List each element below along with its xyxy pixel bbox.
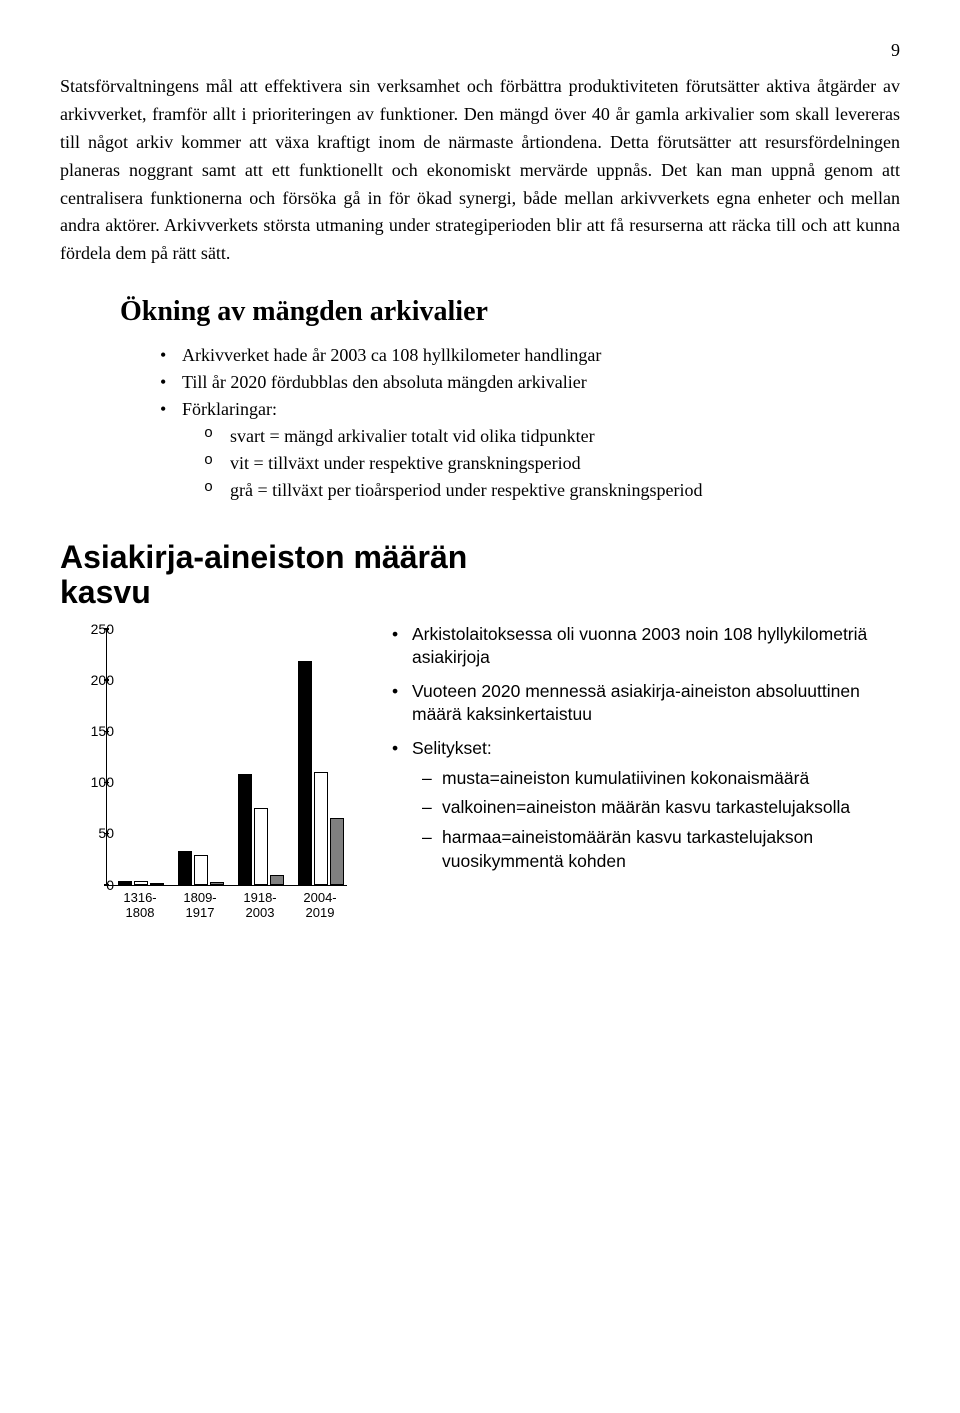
chart-title-line1: Asiakirja-aineiston määrän xyxy=(60,539,467,575)
bar xyxy=(330,818,344,885)
bar-group xyxy=(238,774,286,885)
list-item: svart = mängd arkivalier totalt vid olik… xyxy=(204,423,900,450)
body-paragraph: Statsförvaltningens mål att effektivera … xyxy=(60,73,900,268)
x-tick-label: 1809-1917 xyxy=(183,891,216,921)
plot-area xyxy=(106,629,347,886)
list-item: valkoinen=aineiston määrän kasvu tarkast… xyxy=(422,796,900,820)
bar xyxy=(118,881,132,885)
x-tick-label: 2004-2019 xyxy=(303,891,336,921)
y-tick-mark xyxy=(104,782,109,784)
bar xyxy=(134,881,148,885)
list-item: harmaa=aineistomäärän kasvu tarkasteluja… xyxy=(422,826,900,873)
bar xyxy=(238,774,252,885)
chart-title: Asiakirja-aineiston määrän kasvu xyxy=(60,540,660,610)
y-tick-mark xyxy=(104,884,109,886)
bar-group xyxy=(298,661,346,884)
x-tick-label: 1918-2003 xyxy=(243,891,276,921)
y-tick-mark xyxy=(104,679,109,681)
list-item: Förklaringar: svart = mängd arkivalier t… xyxy=(160,396,900,504)
list-item: Vuoteen 2020 mennessä asiakirja-aineisto… xyxy=(390,680,900,727)
list-item-label: Selitykset: xyxy=(412,738,492,758)
y-tick-mark xyxy=(104,731,109,733)
bar xyxy=(210,882,224,885)
side-sub-list: musta=aineiston kumulatiivinen kokonaism… xyxy=(422,767,900,874)
bar-group xyxy=(118,881,166,885)
page-number: 9 xyxy=(60,40,900,61)
list-item: vit = tillväxt under respektive granskni… xyxy=(204,450,900,477)
list-item: Arkivverket hade år 2003 ca 108 hyllkilo… xyxy=(160,342,900,369)
bar-group xyxy=(178,851,226,885)
list-item: Selitykset: musta=aineiston kumulatiivin… xyxy=(390,737,900,873)
list-item: Till år 2020 fördubblas den absoluta män… xyxy=(160,369,900,396)
bar xyxy=(254,808,268,885)
list-item: musta=aineiston kumulatiivinen kokonaism… xyxy=(422,767,900,791)
bar-chart: 050100150200250 1316-18081809-19171918-2… xyxy=(60,623,360,933)
list-item: Arkistolaitoksessa oli vuonna 2003 noin … xyxy=(390,623,900,670)
chart-container: Asiakirja-aineiston määrän kasvu 0501001… xyxy=(60,540,900,932)
bar xyxy=(270,875,284,884)
bar xyxy=(298,661,312,884)
sub-list: svart = mängd arkivalier totalt vid olik… xyxy=(204,423,900,504)
list-item: grå = tillväxt per tioårsperiod under re… xyxy=(204,477,900,504)
bar xyxy=(178,851,192,885)
y-tick-mark xyxy=(104,628,109,630)
bar xyxy=(194,855,208,885)
x-tick-label: 1316-1808 xyxy=(123,891,156,921)
side-list: Arkistolaitoksessa oli vuonna 2003 noin … xyxy=(390,623,900,874)
bullet-list: Arkivverket hade år 2003 ca 108 hyllkilo… xyxy=(160,342,900,504)
section-heading: Ökning av mängden arkivalier xyxy=(120,296,900,328)
list-item-label: Förklaringar: xyxy=(182,399,277,419)
bar xyxy=(150,883,164,885)
bar xyxy=(314,772,328,885)
chart-side-text: Arkistolaitoksessa oli vuonna 2003 noin … xyxy=(360,623,900,884)
chart-title-line2: kasvu xyxy=(60,574,151,610)
y-tick-mark xyxy=(104,833,109,835)
